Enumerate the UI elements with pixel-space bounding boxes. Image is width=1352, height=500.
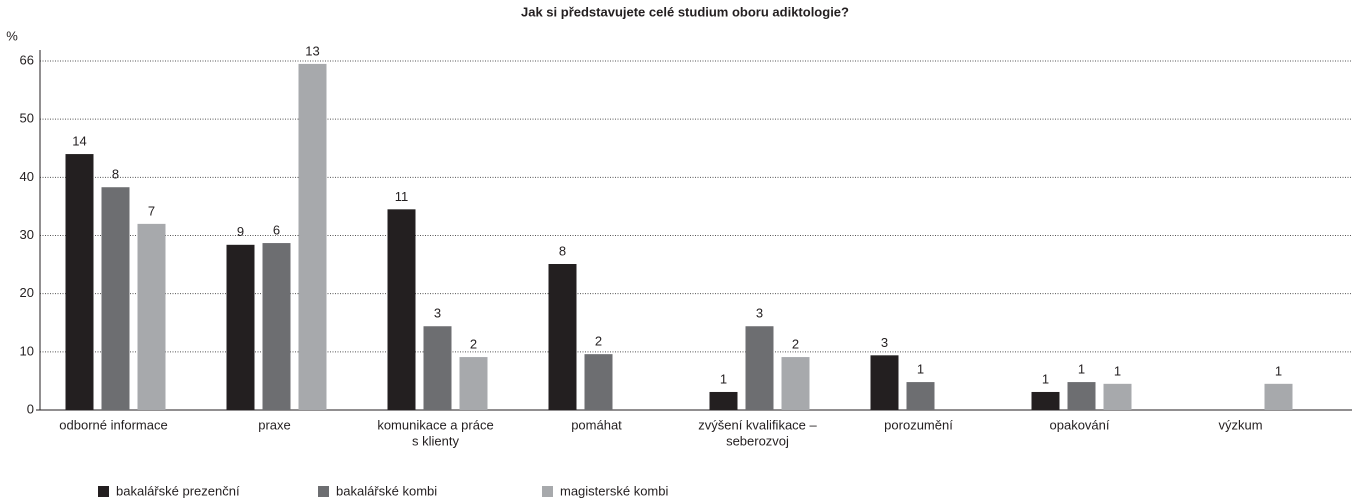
data-label: 1 xyxy=(917,362,924,377)
data-label: 9 xyxy=(237,224,244,239)
bar xyxy=(906,382,935,410)
data-label: 1 xyxy=(1078,362,1085,377)
x-tick-label: výzkum xyxy=(1218,417,1262,432)
bar xyxy=(387,209,416,410)
bar xyxy=(262,243,291,410)
data-label: 1 xyxy=(720,371,727,386)
x-tick-label: komunikace a práce xyxy=(377,417,493,432)
bar xyxy=(548,264,577,410)
data-label: 8 xyxy=(559,243,566,258)
data-label: 2 xyxy=(470,337,477,352)
data-label: 7 xyxy=(148,203,155,218)
bar xyxy=(65,154,94,410)
data-label: 1 xyxy=(1114,363,1121,378)
bar xyxy=(781,357,810,410)
legend-swatch xyxy=(98,486,109,497)
bar xyxy=(1067,382,1096,410)
data-label: 11 xyxy=(395,189,409,204)
bar xyxy=(1103,383,1132,410)
chart-title: Jak si představujete celé studium oboru … xyxy=(521,4,849,19)
data-label: 3 xyxy=(881,335,888,350)
y-tick-label: 10 xyxy=(20,343,34,358)
bar xyxy=(584,354,613,410)
data-label: 1 xyxy=(1275,363,1282,378)
y-tick-label: 50 xyxy=(20,111,34,126)
data-label: 13 xyxy=(305,43,319,58)
bar xyxy=(1264,383,1293,410)
bar xyxy=(709,391,738,410)
x-tick-label: opakování xyxy=(1050,417,1110,432)
bar xyxy=(870,355,899,410)
x-tick-label: praxe xyxy=(258,417,291,432)
data-label: 2 xyxy=(792,337,799,352)
y-tick-label: 66 xyxy=(20,52,34,67)
x-tick-label: odborné informace xyxy=(59,417,167,432)
y-axis-label: % xyxy=(6,28,18,43)
bar xyxy=(423,326,452,410)
y-tick-label: 20 xyxy=(20,285,34,300)
legend-swatch xyxy=(318,486,329,497)
y-tick-label: 30 xyxy=(20,227,34,242)
legend-label: bakalářské prezenční xyxy=(116,483,240,498)
x-tick-label: porozumění xyxy=(884,417,953,432)
data-label: 3 xyxy=(434,306,441,321)
bar xyxy=(745,326,774,410)
x-tick-label: zvýšení kvalifikace – xyxy=(698,417,817,432)
legend-swatch xyxy=(542,486,553,497)
bar xyxy=(226,244,255,410)
y-tick-label: 0 xyxy=(27,401,34,416)
bar xyxy=(137,223,166,410)
data-label: 2 xyxy=(595,334,602,349)
y-tick-label: 40 xyxy=(20,169,34,184)
bar xyxy=(459,357,488,410)
x-tick-label: pomáhat xyxy=(571,417,622,432)
x-tick-label: seberozvoj xyxy=(726,433,789,448)
bar xyxy=(1031,391,1060,410)
legend-label: magisterské kombi xyxy=(560,483,668,498)
data-label: 14 xyxy=(72,134,86,149)
legend-label: bakalářské kombi xyxy=(336,483,437,498)
bar xyxy=(298,63,327,411)
data-label: 8 xyxy=(112,167,119,182)
bar xyxy=(101,187,130,410)
data-label: 6 xyxy=(273,222,280,237)
data-label: 3 xyxy=(756,306,763,321)
data-label: 1 xyxy=(1042,371,1049,386)
x-tick-label: s klienty xyxy=(412,433,459,448)
